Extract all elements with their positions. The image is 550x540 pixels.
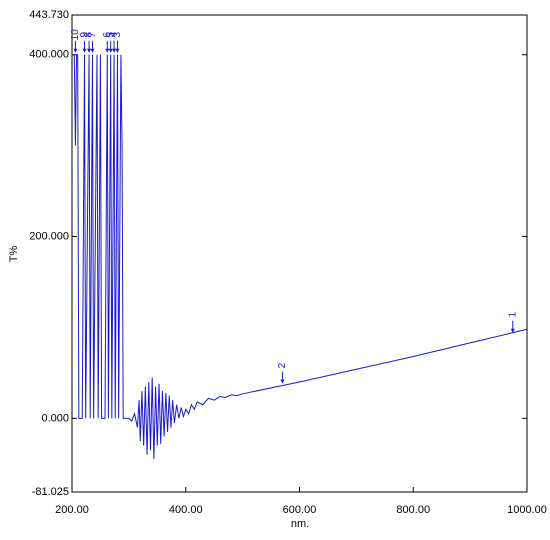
spectrum-line (72, 54, 528, 460)
x-tick-label: 400.00 (169, 504, 203, 516)
peak-arrowhead (510, 328, 515, 333)
peak-label: 4 (109, 32, 120, 38)
peak-label: 3 (112, 32, 123, 38)
peak-label: 7 (87, 32, 98, 38)
y-tick-label: 443.730 (29, 9, 69, 21)
x-tick-label: 200.00 (55, 504, 89, 516)
peak-arrowhead (87, 48, 92, 53)
peak-label: 1 (507, 312, 518, 318)
peak-arrowhead (82, 48, 87, 53)
peak-arrowhead (90, 48, 95, 53)
y-axis-label: T% (8, 246, 20, 263)
plot-frame (71, 14, 528, 493)
x-tick-label: 1000.00 (507, 504, 547, 516)
y-tick-label: 0.000 (41, 412, 69, 424)
peak-label: 2 (277, 362, 288, 368)
y-tick-label: 400.000 (29, 49, 69, 61)
peak-arrowhead (105, 48, 110, 53)
x-tick-label: 800.00 (396, 504, 430, 516)
y-tick-label: -81.025 (32, 486, 69, 498)
peak-arrowhead (73, 48, 78, 53)
peak-label: 8 (84, 32, 95, 38)
peak-label: 6 (102, 32, 113, 38)
peak-label: 9 (79, 32, 90, 38)
peak-arrowhead (108, 48, 113, 53)
peak-arrowhead (280, 379, 285, 384)
x-axis-label: nm. (291, 518, 309, 530)
x-tick-label: 600.00 (283, 504, 317, 516)
y-tick-label: 200.000 (29, 230, 69, 242)
peak-label: 5 (105, 32, 116, 38)
peak-label: 10 (70, 29, 81, 41)
peak-arrowhead (112, 48, 117, 53)
peak-arrowhead (115, 48, 120, 53)
